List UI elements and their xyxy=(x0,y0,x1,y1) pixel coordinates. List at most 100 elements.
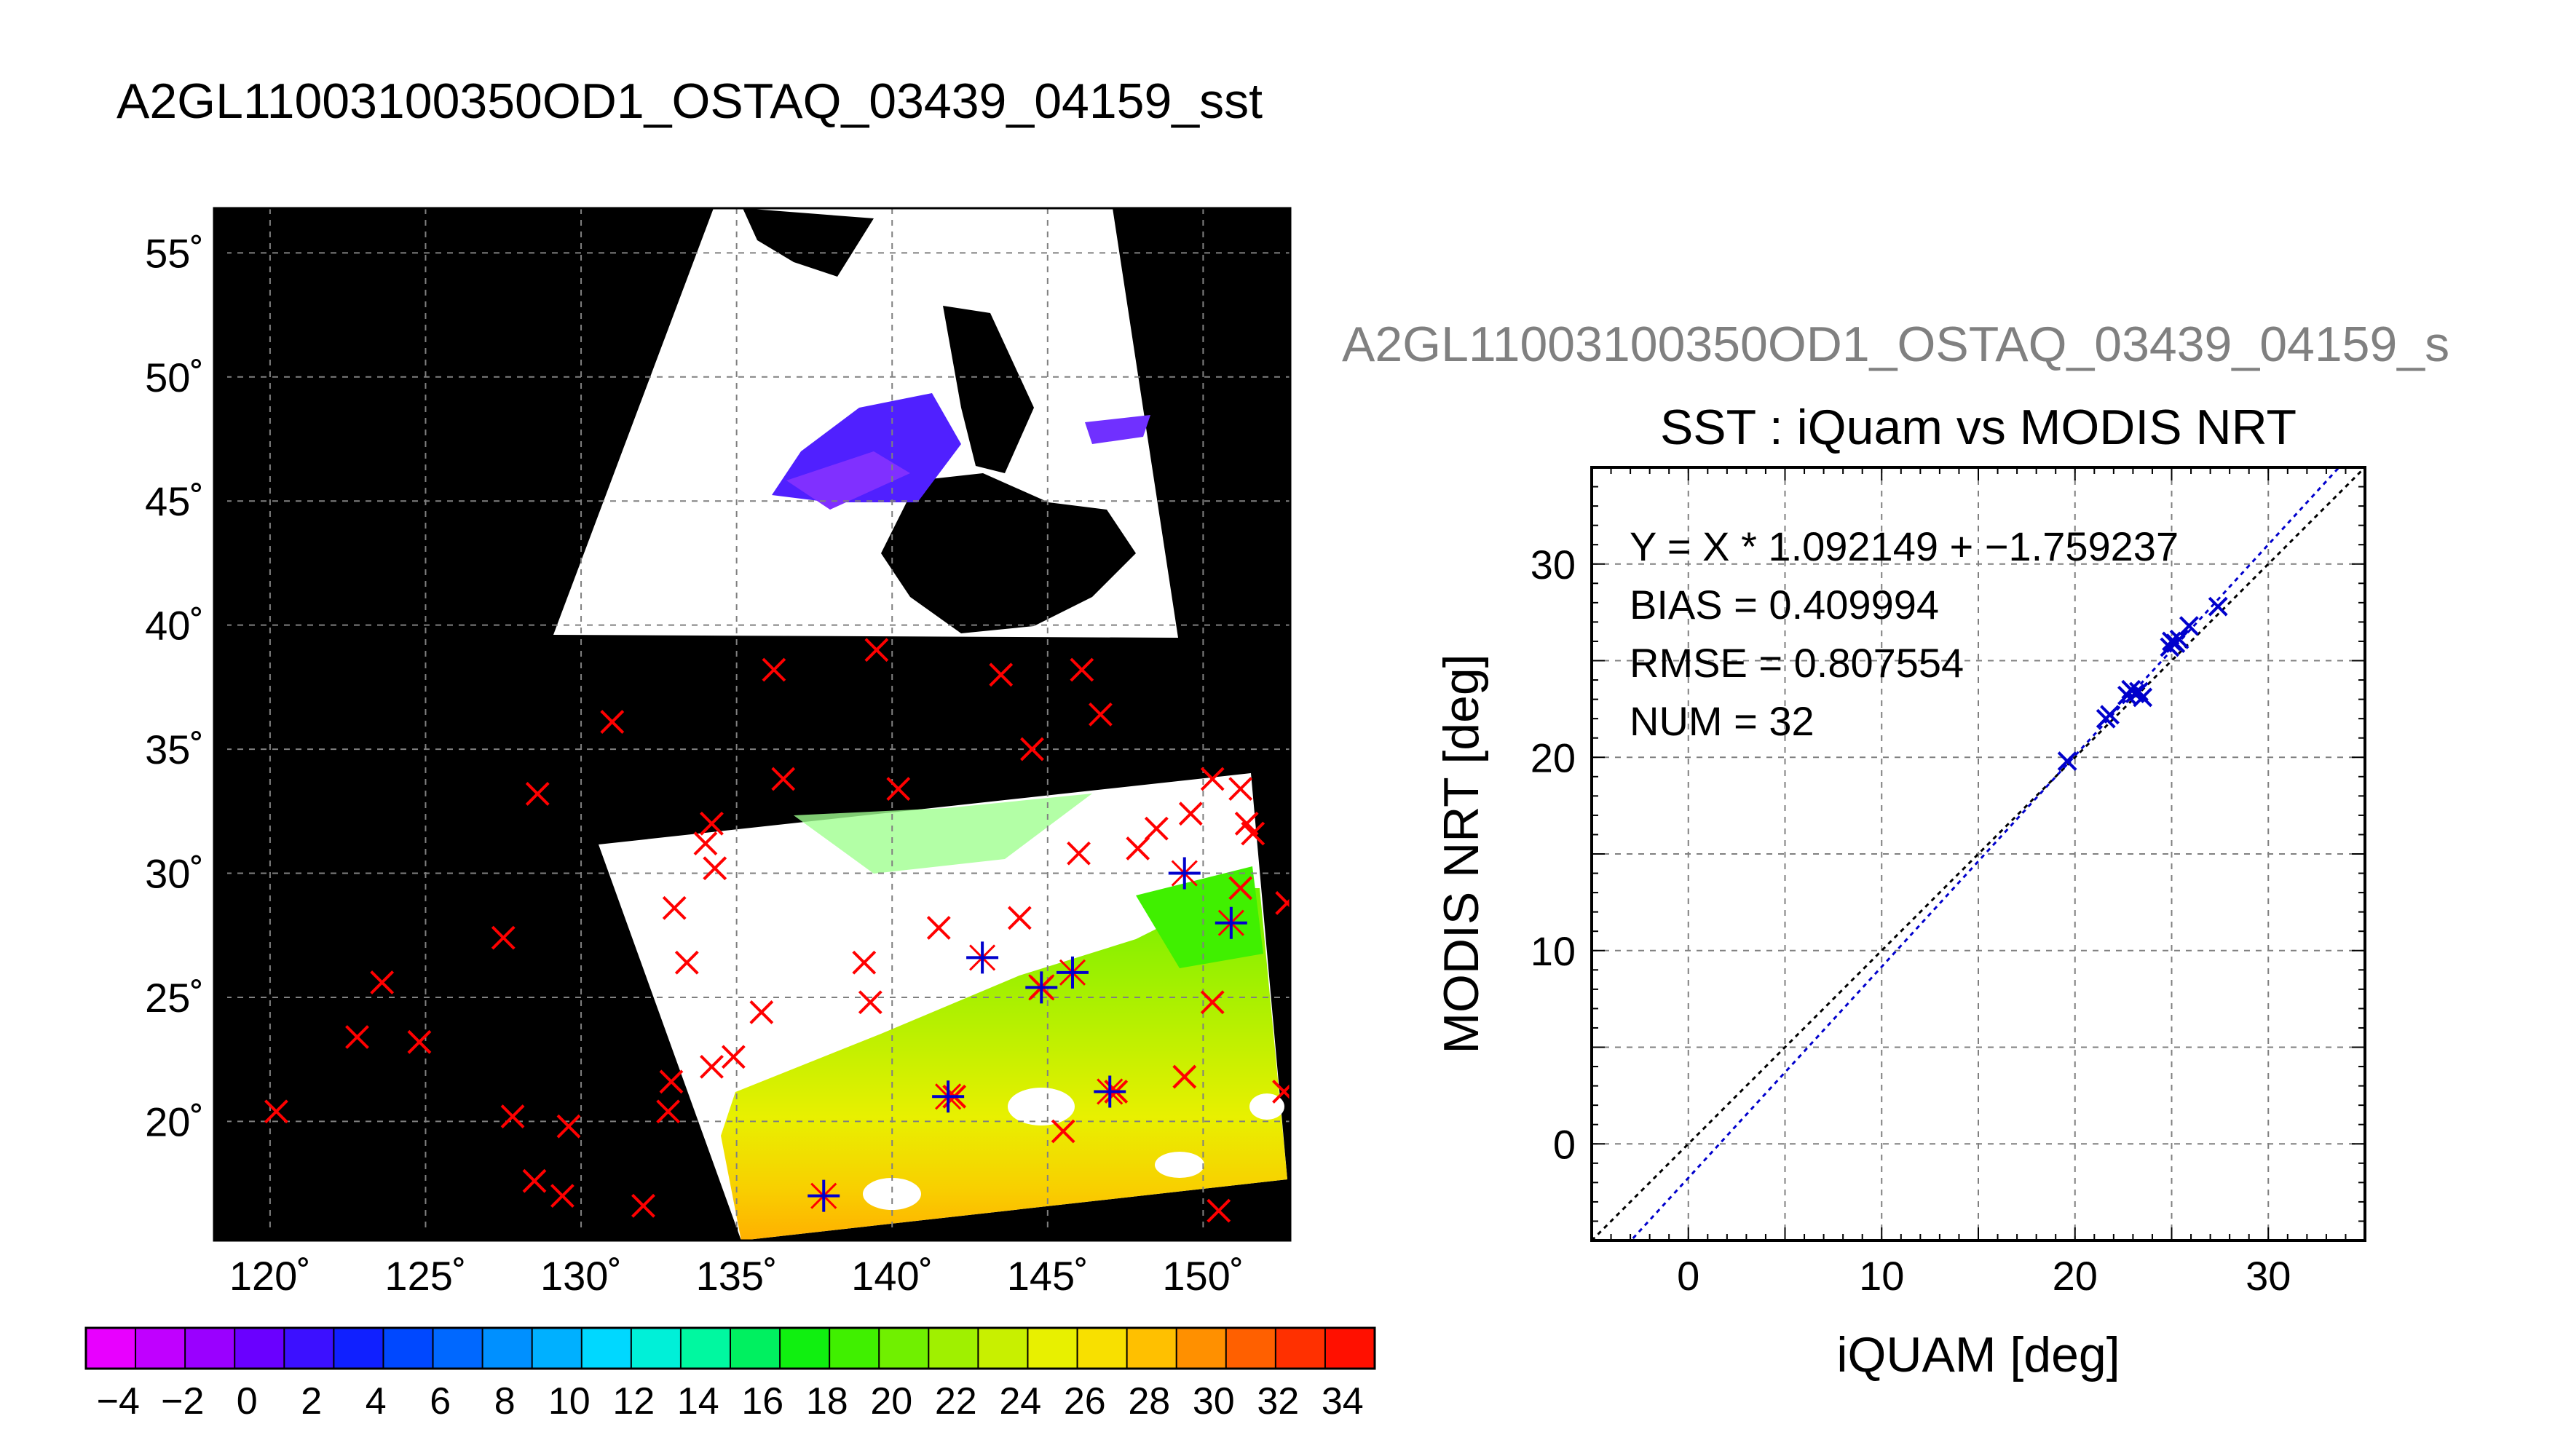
iquam-point-marker xyxy=(721,1045,746,1069)
map-grid xyxy=(214,208,1290,1241)
sst-gradient-region xyxy=(721,888,1287,1241)
map-lon-tick-label: 125˚ xyxy=(384,1253,466,1299)
matchup-plus-marker xyxy=(1215,906,1247,939)
colorbar-swatch xyxy=(928,1328,979,1369)
iquam-point-marker xyxy=(600,710,625,735)
colorbar-swatch xyxy=(1324,1328,1375,1369)
cloud-patch-a xyxy=(863,1178,921,1210)
colorbar-swatch xyxy=(1126,1328,1177,1369)
sea-area-sakhalin xyxy=(943,306,1034,473)
map-lat-tick-label: 45˚ xyxy=(145,478,204,524)
colorbar-tick-label: 32 xyxy=(1257,1380,1299,1423)
colorbar-tick-label: 12 xyxy=(612,1380,655,1423)
colorbar-swatch xyxy=(1225,1328,1276,1369)
colorbar-swatch xyxy=(978,1328,1029,1369)
colorbar-tick-label: 2 xyxy=(301,1380,322,1423)
scatter-point xyxy=(2208,596,2228,617)
iquam-point-marker xyxy=(858,990,882,1015)
iquam-point-marker xyxy=(522,1168,547,1193)
sst-cloud-fringe xyxy=(794,794,1092,874)
colorbar-swatch xyxy=(730,1328,781,1369)
iquam-point-marker xyxy=(700,811,724,836)
map-contents xyxy=(214,208,1290,1241)
iquam-point-marker xyxy=(852,950,877,975)
colorbar-swatch xyxy=(86,1328,137,1369)
iquam-point-marker xyxy=(886,777,911,802)
map-lat-tick-label: 35˚ xyxy=(145,727,204,772)
iquam-point-marker xyxy=(556,1114,581,1139)
colorbar-swatch xyxy=(1176,1328,1227,1369)
iquam-point-marker xyxy=(1207,1198,1231,1223)
matchup-plus-marker xyxy=(1094,1075,1126,1108)
iquam-point-marker xyxy=(693,831,718,856)
regression-fit-line xyxy=(1629,467,2341,1241)
matchup-plus-marker xyxy=(966,941,999,974)
scatter-grid xyxy=(1592,467,2365,1241)
iquam-point-marker xyxy=(1144,816,1169,841)
map-lon-tick-label: 150˚ xyxy=(1162,1253,1244,1299)
scatter-point xyxy=(2100,705,2120,725)
map-lon-tick-label: 140˚ xyxy=(851,1253,933,1299)
iquam-point-marker xyxy=(703,856,727,881)
colorbar-tick-label: 30 xyxy=(1193,1380,1235,1423)
scatter-x-tick-label: 20 xyxy=(2053,1253,2098,1299)
colorbar-swatch xyxy=(333,1328,384,1369)
colorbar-tick-label: −4 xyxy=(97,1380,140,1423)
main-title: A2GL11003100350OD1_OSTAQ_03439_04159_sst xyxy=(117,74,1263,129)
iquam-point-marker xyxy=(500,1104,525,1128)
map-lon-tick-label: 135˚ xyxy=(696,1253,778,1299)
colorbar-swatch xyxy=(284,1328,335,1369)
iquam-point-marker xyxy=(525,782,550,806)
colorbar-tick-label: 4 xyxy=(366,1380,387,1423)
colorbar-tick-label: 22 xyxy=(935,1380,977,1423)
iquam-point-marker xyxy=(1007,906,1032,930)
colorbar-tick-label: 10 xyxy=(548,1380,591,1423)
iquam-point-marker xyxy=(700,1054,724,1079)
map-lat-tick-label: 40˚ xyxy=(145,603,204,649)
iquam-point-marker xyxy=(762,657,786,682)
colorbar-tick-label: 34 xyxy=(1322,1380,1364,1423)
scatter-x-axis-label: iQUAM [deg] xyxy=(1836,1327,2120,1382)
stat-rmse: RMSE = 0.807554 xyxy=(1630,640,1964,686)
matchup-plus-marker xyxy=(1056,956,1089,989)
scatter-ticks: 0 10 20 30 0 10 20 30 xyxy=(1531,467,2365,1299)
sea-area-hokkaido xyxy=(881,473,1136,633)
iquam-point-marker xyxy=(1200,767,1225,791)
map-lat-tick-label: 20˚ xyxy=(145,1099,204,1144)
iquam-point-marker xyxy=(1275,891,1290,915)
scatter-y-tick-label: 30 xyxy=(1531,542,1576,587)
colorbar-swatch xyxy=(581,1328,632,1369)
iquam-point-marker xyxy=(1241,821,1265,846)
iquam-point-marker xyxy=(749,1000,774,1024)
iquam-point-marker xyxy=(1228,777,1253,802)
colorbar-swatch xyxy=(879,1328,930,1369)
colorbar-swatch xyxy=(780,1328,831,1369)
iquam-point-marker xyxy=(1020,737,1044,761)
stat-regression-equation: Y = X * 1.092149 + −1.759237 xyxy=(1630,523,2179,569)
matchup-plus-marker xyxy=(807,1179,840,1212)
iquam-point-marker xyxy=(662,895,687,920)
scatter-y-tick-label: 0 xyxy=(1553,1121,1576,1167)
map-lat-tick-label: 30˚ xyxy=(145,851,204,897)
map-lon-tick-label: 130˚ xyxy=(540,1253,622,1299)
colorbar-tick-label: 20 xyxy=(870,1380,912,1423)
stat-bias: BIAS = 0.409994 xyxy=(1630,582,1939,628)
map-lon-tick-label: 145˚ xyxy=(1007,1253,1089,1299)
map-tick-labels: 120˚ 125˚ 130˚ 135˚ 140˚ 145˚ 150˚ 55˚ 50˚ 45˚ 40˚… xyxy=(145,230,1244,1299)
iquam-point-marker xyxy=(864,638,889,662)
map-frame xyxy=(213,207,1292,1242)
iquam-point-marker xyxy=(345,1025,369,1049)
colorbar-tick-label: 6 xyxy=(430,1380,451,1423)
scatter-x-tick-label: 30 xyxy=(2246,1253,2291,1299)
colorbar-tick-label: 26 xyxy=(1064,1380,1106,1423)
colorbar-tick-label: 0 xyxy=(237,1380,258,1423)
scatter-point xyxy=(2057,751,2077,771)
map-lon-tick-label: 120˚ xyxy=(229,1253,311,1299)
map-lat-tick-label: 55˚ xyxy=(145,230,204,276)
iquam-point-marker xyxy=(1051,1119,1075,1144)
stat-num: NUM = 32 xyxy=(1630,698,1814,744)
cloud-patch-c xyxy=(1155,1152,1204,1178)
iquam-point-marker xyxy=(264,1099,288,1124)
colorbar-swatch xyxy=(1077,1328,1128,1369)
scatter-y-axis-label: MODIS NRT [deg] xyxy=(1434,654,1489,1053)
